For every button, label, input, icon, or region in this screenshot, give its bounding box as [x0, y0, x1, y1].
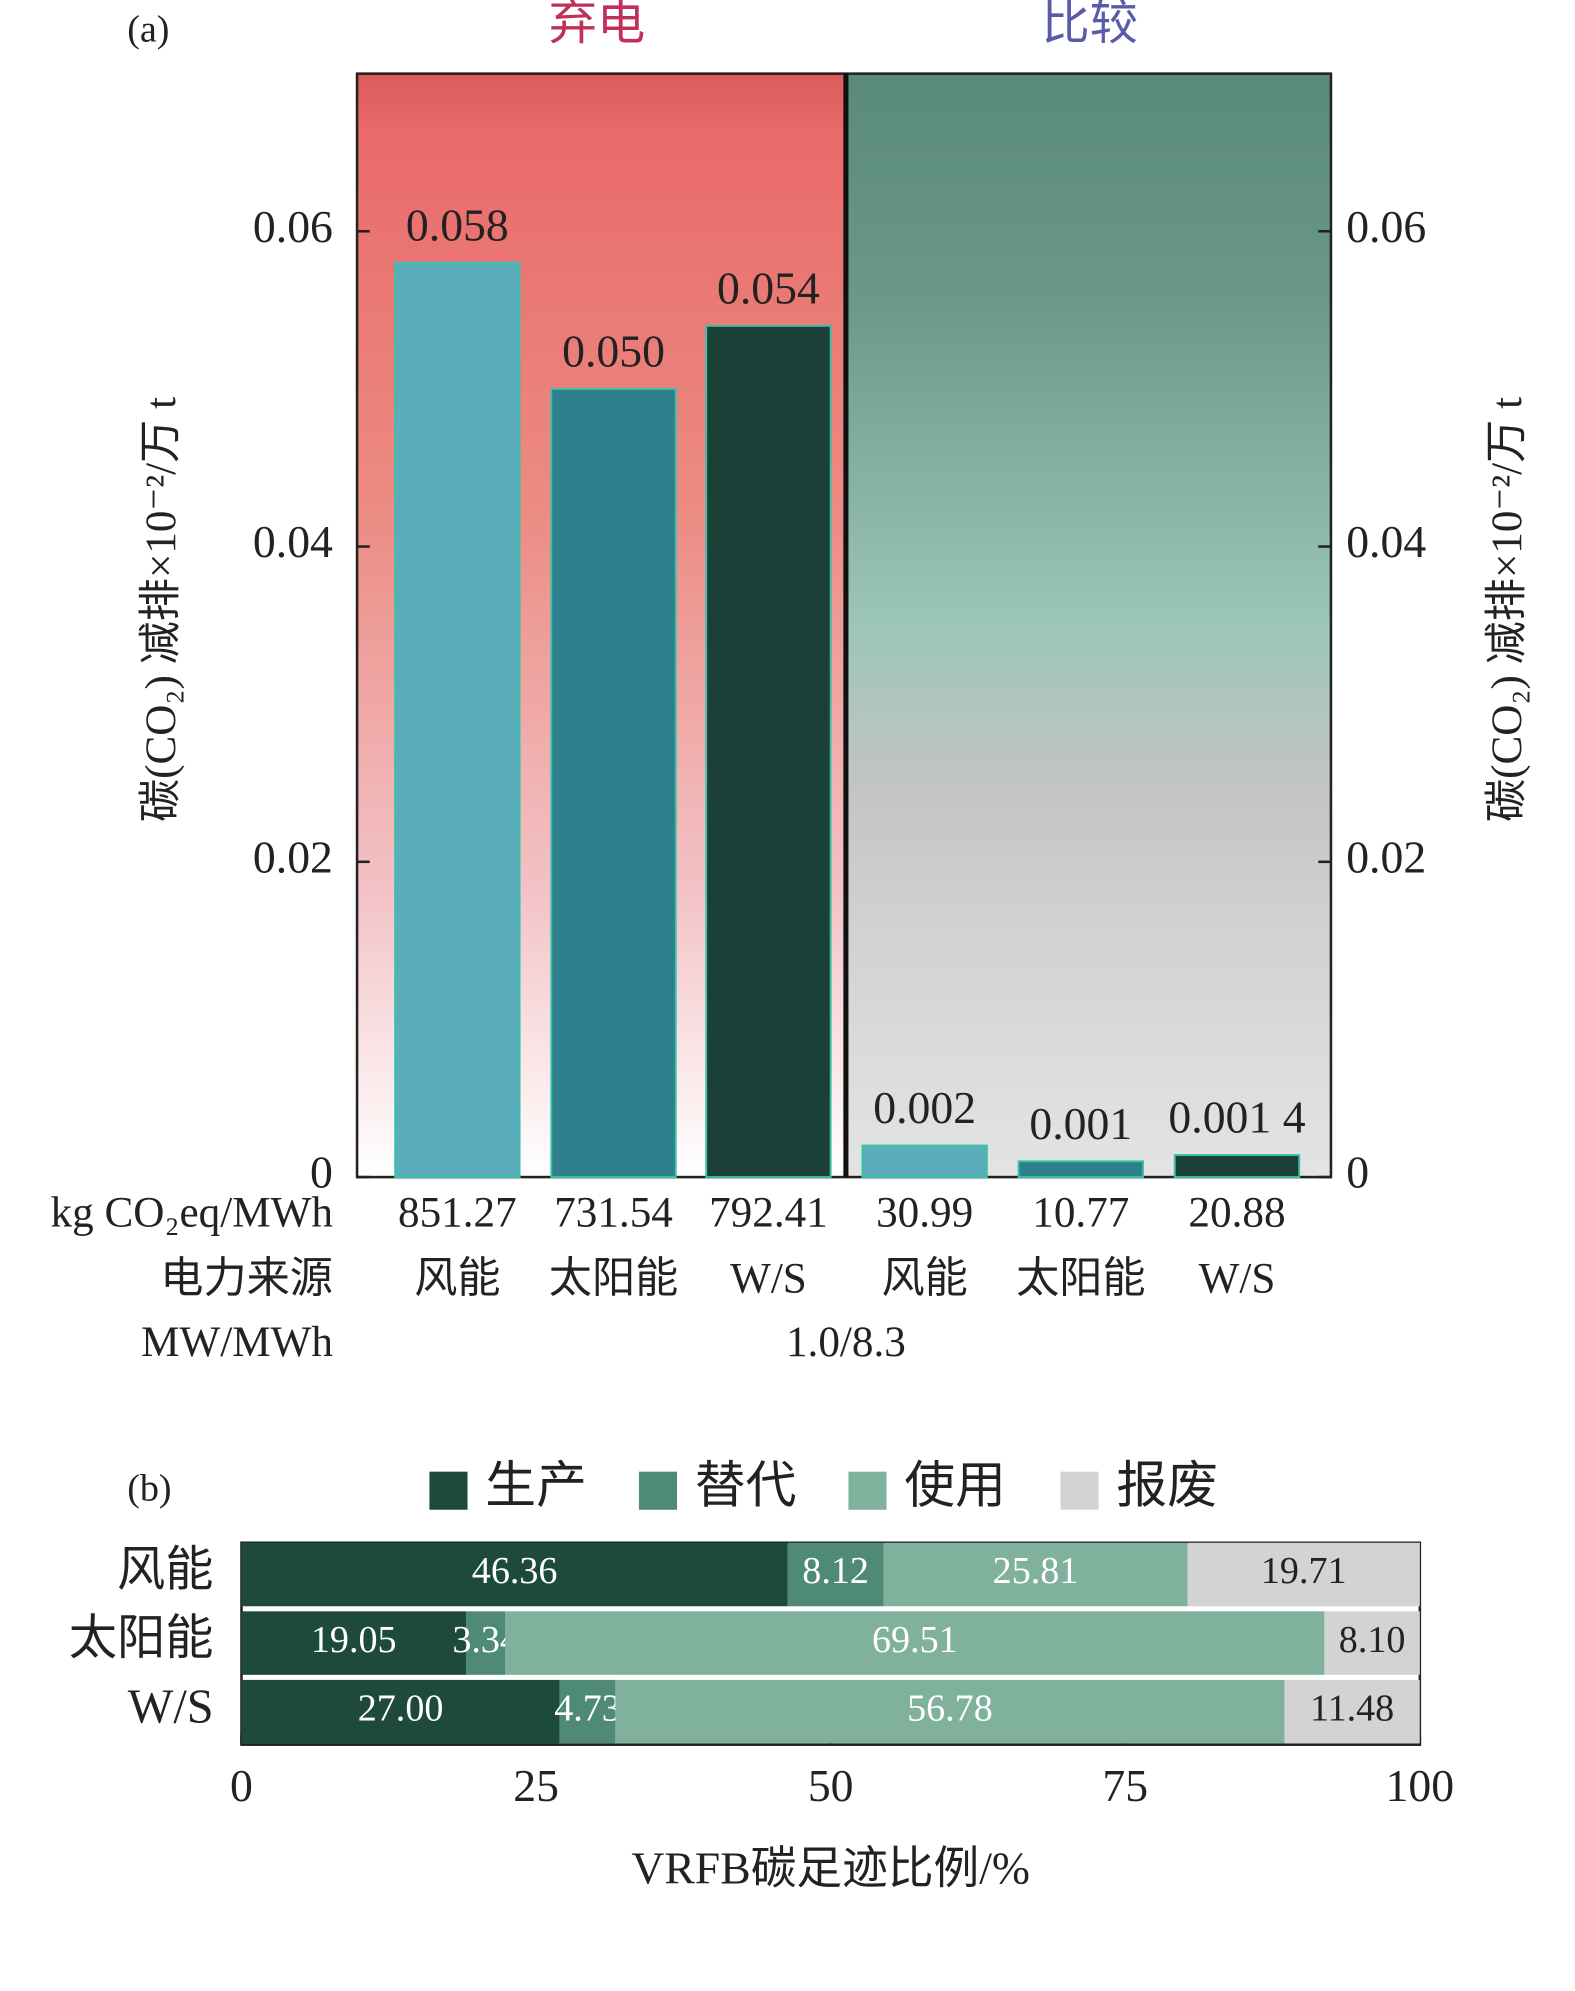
value-label: 0.002: [873, 1082, 976, 1133]
value-label: 0.058: [406, 199, 509, 250]
bar: [1173, 1154, 1301, 1179]
bar: [705, 324, 832, 1179]
y-tick-label: 0.06: [253, 201, 333, 252]
y-tick-label: 太阳能: [69, 1612, 214, 1665]
bar-segment: [1324, 1611, 1420, 1675]
value-label: 56.78: [907, 1687, 993, 1729]
emission-factor: 30.99: [876, 1189, 973, 1236]
emission-factor: 20.88: [1188, 1189, 1285, 1236]
value-label: 11.48: [1310, 1687, 1394, 1729]
panel-label: (b): [127, 1468, 171, 1510]
x-tick-label: 100: [1386, 1760, 1455, 1811]
y2-tick-label: 0.02: [1346, 831, 1426, 882]
value-label: 0.001: [1029, 1098, 1132, 1149]
value-label: 25.81: [993, 1550, 1079, 1592]
y2-axis-label: 碳(CO₂) 减排×10⁻²/万 t: [1484, 397, 1531, 822]
bar-segment: [559, 1679, 616, 1744]
emission-factor: 851.27: [398, 1189, 517, 1236]
value-label: 0.001 4: [1168, 1091, 1305, 1142]
y2-tick-label: 0.04: [1346, 516, 1426, 567]
value-label: 46.36: [472, 1550, 558, 1592]
row-label: kg CO₂eq/MWh: [51, 1189, 334, 1236]
value-label: 69.51: [872, 1619, 958, 1661]
y2-tick-label: 0: [1346, 1147, 1369, 1198]
bar: [861, 1144, 988, 1179]
x-tick-label: 50: [808, 1760, 854, 1811]
y-axis-label: 碳(CO₂) 减排×10⁻²/万 t: [138, 397, 185, 822]
y-tick-label: 0: [310, 1147, 333, 1198]
x-tick-label: 风能: [414, 1255, 500, 1302]
x-tick-label: 太阳能: [549, 1255, 678, 1302]
section-title: 弃电: [549, 0, 646, 50]
bar: [550, 387, 677, 1179]
x-tick-label: 0: [230, 1760, 253, 1811]
bar: [394, 261, 521, 1179]
y2-tick-label: 0.06: [1346, 201, 1426, 252]
bar-segment: [241, 1679, 560, 1744]
bar-segment: [1187, 1542, 1420, 1607]
capacity: 1.0/8.3: [786, 1319, 906, 1366]
section-title: 比较: [1041, 0, 1138, 50]
row-label: MW/MWh: [141, 1319, 333, 1366]
x-axis-label: VRFB碳足迹比例/%: [631, 1842, 1030, 1893]
y-tick-label: 0.04: [253, 516, 333, 567]
value-label: 0.054: [717, 262, 820, 313]
x-tick-label: 风能: [881, 1255, 967, 1302]
y-tick-label: 风能: [117, 1544, 214, 1597]
row-label: 电力来源: [160, 1255, 333, 1302]
x-tick-label: W/S: [730, 1255, 807, 1302]
value-label: 27.00: [358, 1687, 444, 1729]
bar-segment: [1284, 1679, 1420, 1744]
legend-label: 使用: [904, 1457, 1006, 1513]
bar-segment: [241, 1611, 466, 1675]
legend-swatch: [848, 1471, 887, 1510]
x-tick-label: W/S: [1199, 1255, 1276, 1302]
emission-factor: 792.41: [709, 1189, 828, 1236]
legend-swatch: [1060, 1471, 1099, 1510]
bar: [1017, 1160, 1144, 1179]
value-label: 0.050: [562, 325, 665, 376]
background-right: [845, 73, 1331, 1178]
value-label: 19.05: [311, 1619, 397, 1661]
bar-segment: [615, 1679, 1285, 1744]
x-tick-label: 75: [1102, 1760, 1148, 1811]
legend-label: 报废: [1116, 1457, 1218, 1513]
y-tick-label: 0.02: [253, 831, 333, 882]
value-label: 8.10: [1339, 1619, 1406, 1661]
bar-segment: [465, 1611, 506, 1675]
bar-segment: [883, 1542, 1188, 1607]
emission-factor: 731.54: [554, 1189, 673, 1236]
value-label: 19.71: [1261, 1550, 1347, 1592]
panel-label: (a): [127, 9, 169, 51]
bar-segment: [505, 1611, 1325, 1675]
value-label: 8.12: [802, 1550, 869, 1592]
legend-swatch: [638, 1471, 678, 1510]
value-label: 4.73: [554, 1687, 621, 1729]
x-tick-label: 25: [513, 1760, 559, 1811]
legend-swatch: [429, 1471, 468, 1510]
legend-label: 生产: [485, 1457, 587, 1513]
legend-label: 替代: [695, 1457, 797, 1513]
bar-segment: [787, 1542, 884, 1607]
bar-segment: [241, 1542, 788, 1607]
emission-factor: 10.77: [1032, 1189, 1129, 1236]
x-tick-label: 太阳能: [1016, 1255, 1145, 1302]
y-tick-label: W/S: [128, 1681, 214, 1734]
